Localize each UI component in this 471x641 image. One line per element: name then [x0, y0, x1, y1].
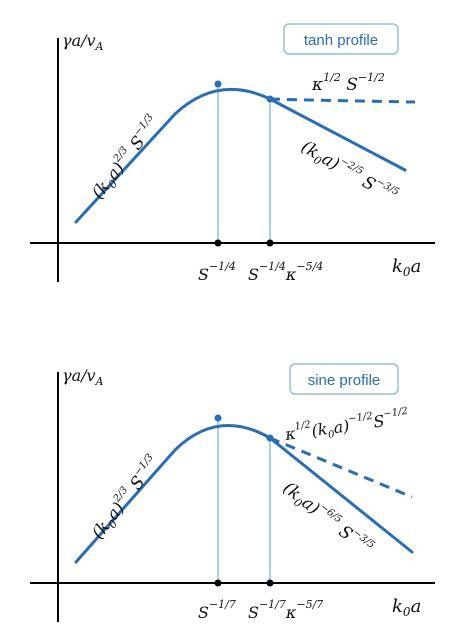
profile-label: sine profile — [308, 372, 381, 389]
right-branch-label: (k0a)−6/5 S−3/5 — [278, 477, 377, 562]
panel-tanh: γa/vA tanh profile (k0a)2/3 S−1/3 (k0a)−… — [30, 23, 435, 284]
profile-label: tanh profile — [304, 32, 378, 49]
y-axis-label: γa/vA — [62, 31, 104, 53]
break-marker — [266, 95, 274, 103]
growth-rate-curve — [74, 87, 407, 224]
tick-2-dot — [266, 239, 274, 247]
growth-rate-curve — [74, 424, 414, 564]
tick-1-label: S−1/4 — [198, 260, 236, 284]
dashed-label: κ1/2(k0a)−1/2S−1/2 — [283, 406, 411, 447]
tick-2-label: S−1/7κ−5/7 — [248, 598, 323, 622]
left-branch-label: (k0a)2/3 S−1/3 — [87, 112, 166, 204]
panel-sine: γa/vA sine profile (k0a)2/3 S−1/3 (k0a)−… — [30, 363, 435, 622]
tick-1-dot — [214, 239, 222, 247]
y-axis-label: γa/vA — [62, 366, 104, 388]
svg-text:(k0a)2/3 S−1/3: (k0a)2/3 S−1/3 — [87, 112, 166, 204]
svg-text:(k0a)2/3 S−1/3: (k0a)2/3 S−1/3 — [87, 452, 166, 544]
profile-box — [289, 363, 399, 395]
peak-marker — [214, 414, 222, 422]
tick-1-dot — [214, 579, 222, 587]
break-marker — [266, 434, 274, 442]
left-branch-label: (k0a)2/3 S−1/3 — [87, 452, 166, 544]
dashed-branch — [269, 436, 413, 499]
svg-text:(k0a)−6/5 S−3/5: (k0a)−6/5 S−3/5 — [278, 477, 377, 562]
tick-1-label: S−1/7 — [198, 598, 236, 622]
tick-2-label: S−1/4κ−5/4 — [248, 260, 323, 284]
dashed-branch — [269, 97, 416, 104]
dashed-label: κ1/2 S−1/2 — [311, 71, 385, 95]
x-axis-label: k0a — [392, 596, 421, 619]
tick-2-dot — [266, 579, 274, 587]
svg-text:(k0a)−2/5 S−3/5: (k0a)−2/5 S−3/5 — [297, 135, 401, 209]
right-branch-label: (k0a)−2/5 S−3/5 — [297, 135, 401, 209]
peak-marker — [214, 80, 222, 88]
x-axis-label: k0a — [392, 256, 421, 279]
profile-box — [283, 23, 399, 55]
svg-text:κ1/2(k0a)−1/2S−1/2: κ1/2(k0a)−1/2S−1/2 — [283, 406, 411, 447]
